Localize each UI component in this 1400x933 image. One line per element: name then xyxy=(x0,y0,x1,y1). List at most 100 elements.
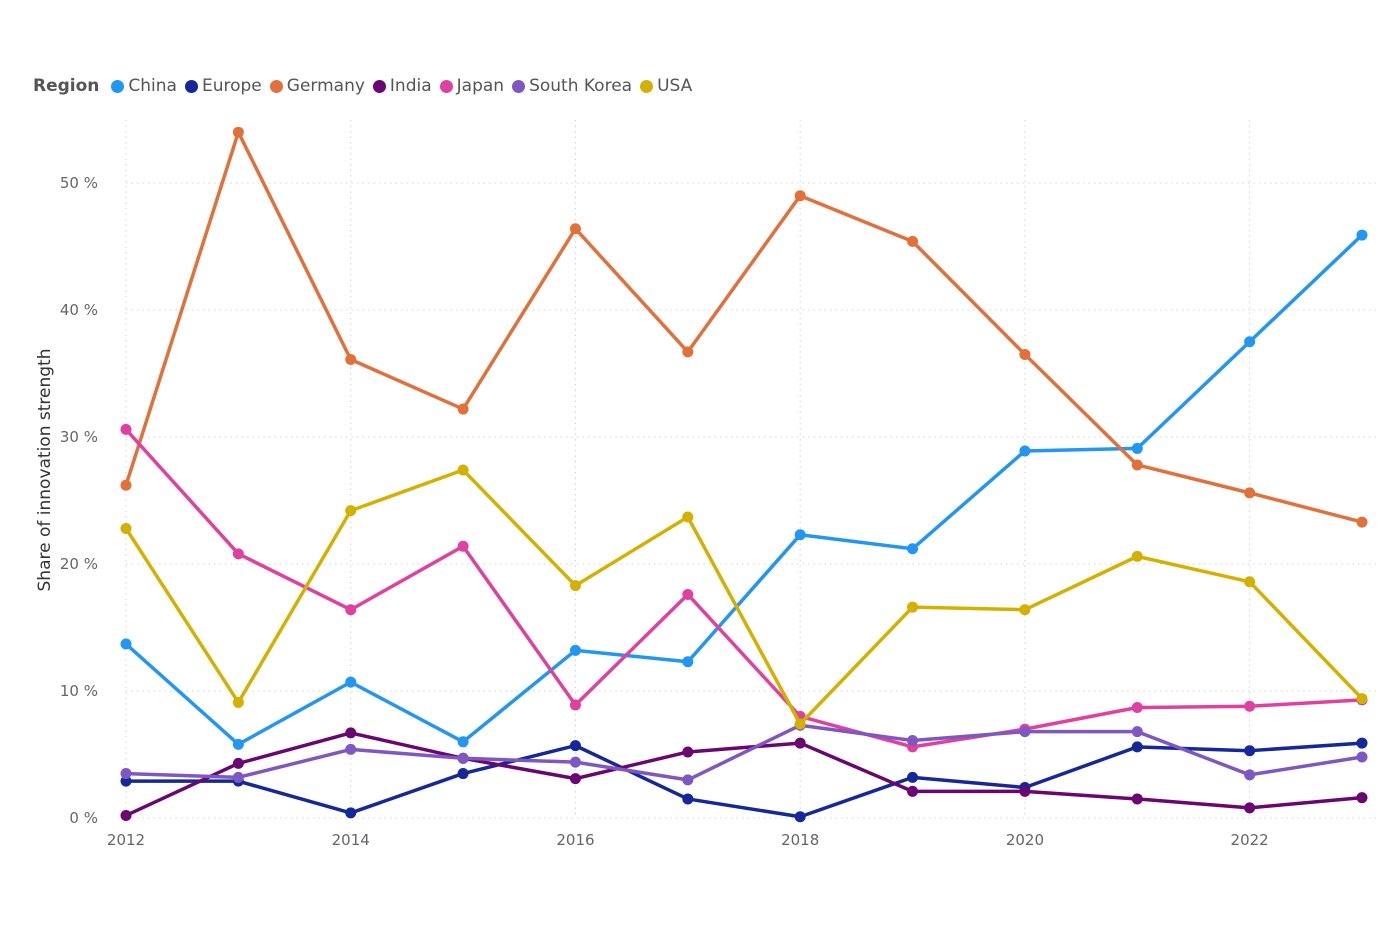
series-india xyxy=(120,727,1368,821)
data-point-china xyxy=(1131,442,1143,454)
data-point-germany xyxy=(907,235,919,247)
data-point-south-korea xyxy=(1019,726,1031,738)
data-point-china xyxy=(120,638,132,650)
data-point-usa xyxy=(1244,576,1256,588)
data-point-usa xyxy=(682,511,694,523)
data-point-usa xyxy=(345,505,357,517)
legend-label: Japan xyxy=(456,76,505,96)
data-point-india xyxy=(1131,793,1143,805)
data-point-usa xyxy=(232,696,244,708)
data-point-china xyxy=(682,656,694,668)
series-line-india xyxy=(124,731,1364,818)
data-point-china xyxy=(345,676,357,688)
data-point-europe xyxy=(345,807,357,819)
data-point-japan xyxy=(1131,702,1143,714)
y-axis-label: Share of innovation strength xyxy=(35,349,55,592)
legend-swatch xyxy=(640,79,654,93)
legend-label: China xyxy=(128,76,177,96)
x-tick-label: 2022 xyxy=(1231,831,1269,849)
data-point-japan xyxy=(569,699,581,711)
legend-swatch xyxy=(111,79,125,93)
legend-label: USA xyxy=(657,76,693,96)
data-point-germany xyxy=(1244,487,1256,499)
data-point-usa xyxy=(120,522,132,534)
series-line-south-korea xyxy=(124,723,1364,782)
data-point-china xyxy=(569,644,581,656)
data-point-germany xyxy=(569,223,581,235)
legend: Region China Europe Germany India Japan South… xyxy=(33,73,700,99)
data-point-europe xyxy=(1356,737,1368,749)
series-usa xyxy=(120,464,1368,730)
y-tick-label: 10 % xyxy=(60,682,98,700)
legend-swatch xyxy=(184,79,198,93)
data-point-india xyxy=(569,773,581,785)
data-point-usa xyxy=(907,601,919,613)
y-tick-label: 30 % xyxy=(60,428,98,446)
data-point-germany xyxy=(1356,516,1368,528)
legend-swatch xyxy=(269,79,283,93)
data-point-usa xyxy=(794,718,806,730)
data-point-china xyxy=(907,543,919,555)
data-point-south-korea xyxy=(682,774,694,786)
y-tick-label: 0 % xyxy=(69,809,98,827)
data-point-germany xyxy=(682,346,694,358)
legend-item-south-korea[interactable]: South Korea xyxy=(512,76,632,96)
series-line-usa xyxy=(124,468,1364,726)
legend-swatch xyxy=(372,79,386,93)
data-point-japan xyxy=(682,588,694,600)
data-point-europe xyxy=(120,775,132,787)
legend-item-china[interactable]: China xyxy=(111,76,177,96)
data-point-south-korea xyxy=(232,771,244,783)
data-point-india xyxy=(1019,785,1031,797)
data-point-japan xyxy=(1244,700,1256,712)
x-tick-label: 2020 xyxy=(1006,831,1044,849)
data-point-germany xyxy=(794,190,806,202)
data-point-south-korea xyxy=(1356,751,1368,763)
data-point-india xyxy=(794,737,806,749)
series-line-japan xyxy=(124,427,1364,749)
data-point-usa xyxy=(1356,693,1368,705)
y-tick-label: 20 % xyxy=(60,555,98,573)
data-point-usa xyxy=(1019,604,1031,616)
legend-item-japan[interactable]: Japan xyxy=(439,76,505,96)
legend-label: Europe xyxy=(201,76,262,96)
data-point-south-korea xyxy=(907,735,919,747)
data-point-germany xyxy=(345,354,357,366)
y-tick-label: 50 % xyxy=(60,174,98,192)
data-point-europe xyxy=(907,771,919,783)
data-point-south-korea xyxy=(457,752,469,764)
data-point-usa xyxy=(1131,550,1143,562)
data-point-india xyxy=(907,785,919,797)
data-point-europe xyxy=(1244,745,1256,757)
legend-item-india[interactable]: India xyxy=(372,76,432,96)
data-point-europe xyxy=(1131,741,1143,753)
data-point-germany xyxy=(1131,459,1143,471)
legend-item-germany[interactable]: Germany xyxy=(269,76,365,96)
data-point-japan xyxy=(345,604,357,616)
data-point-germany xyxy=(120,479,132,491)
series-europe xyxy=(120,737,1368,823)
data-point-south-korea xyxy=(1244,769,1256,781)
data-point-china xyxy=(1356,229,1368,241)
data-point-china xyxy=(232,738,244,750)
legend-item-europe[interactable]: Europe xyxy=(184,76,262,96)
data-point-china xyxy=(794,529,806,541)
legend-item-usa[interactable]: USA xyxy=(640,76,692,96)
data-point-usa xyxy=(569,580,581,592)
legend-swatch xyxy=(512,79,526,93)
x-tick-label: 2014 xyxy=(332,831,370,849)
data-point-south-korea xyxy=(345,743,357,755)
data-point-india xyxy=(232,757,244,769)
data-point-china xyxy=(1244,336,1256,348)
x-tick-label: 2016 xyxy=(556,831,594,849)
data-point-europe xyxy=(794,811,806,823)
legend-title: Region xyxy=(33,76,100,96)
data-point-india xyxy=(682,746,694,758)
data-point-india xyxy=(120,809,132,821)
series-south-korea xyxy=(120,719,1368,786)
data-point-europe xyxy=(682,793,694,805)
legend-label: Germany xyxy=(286,76,365,96)
data-point-china xyxy=(1019,445,1031,457)
data-point-japan xyxy=(457,540,469,552)
